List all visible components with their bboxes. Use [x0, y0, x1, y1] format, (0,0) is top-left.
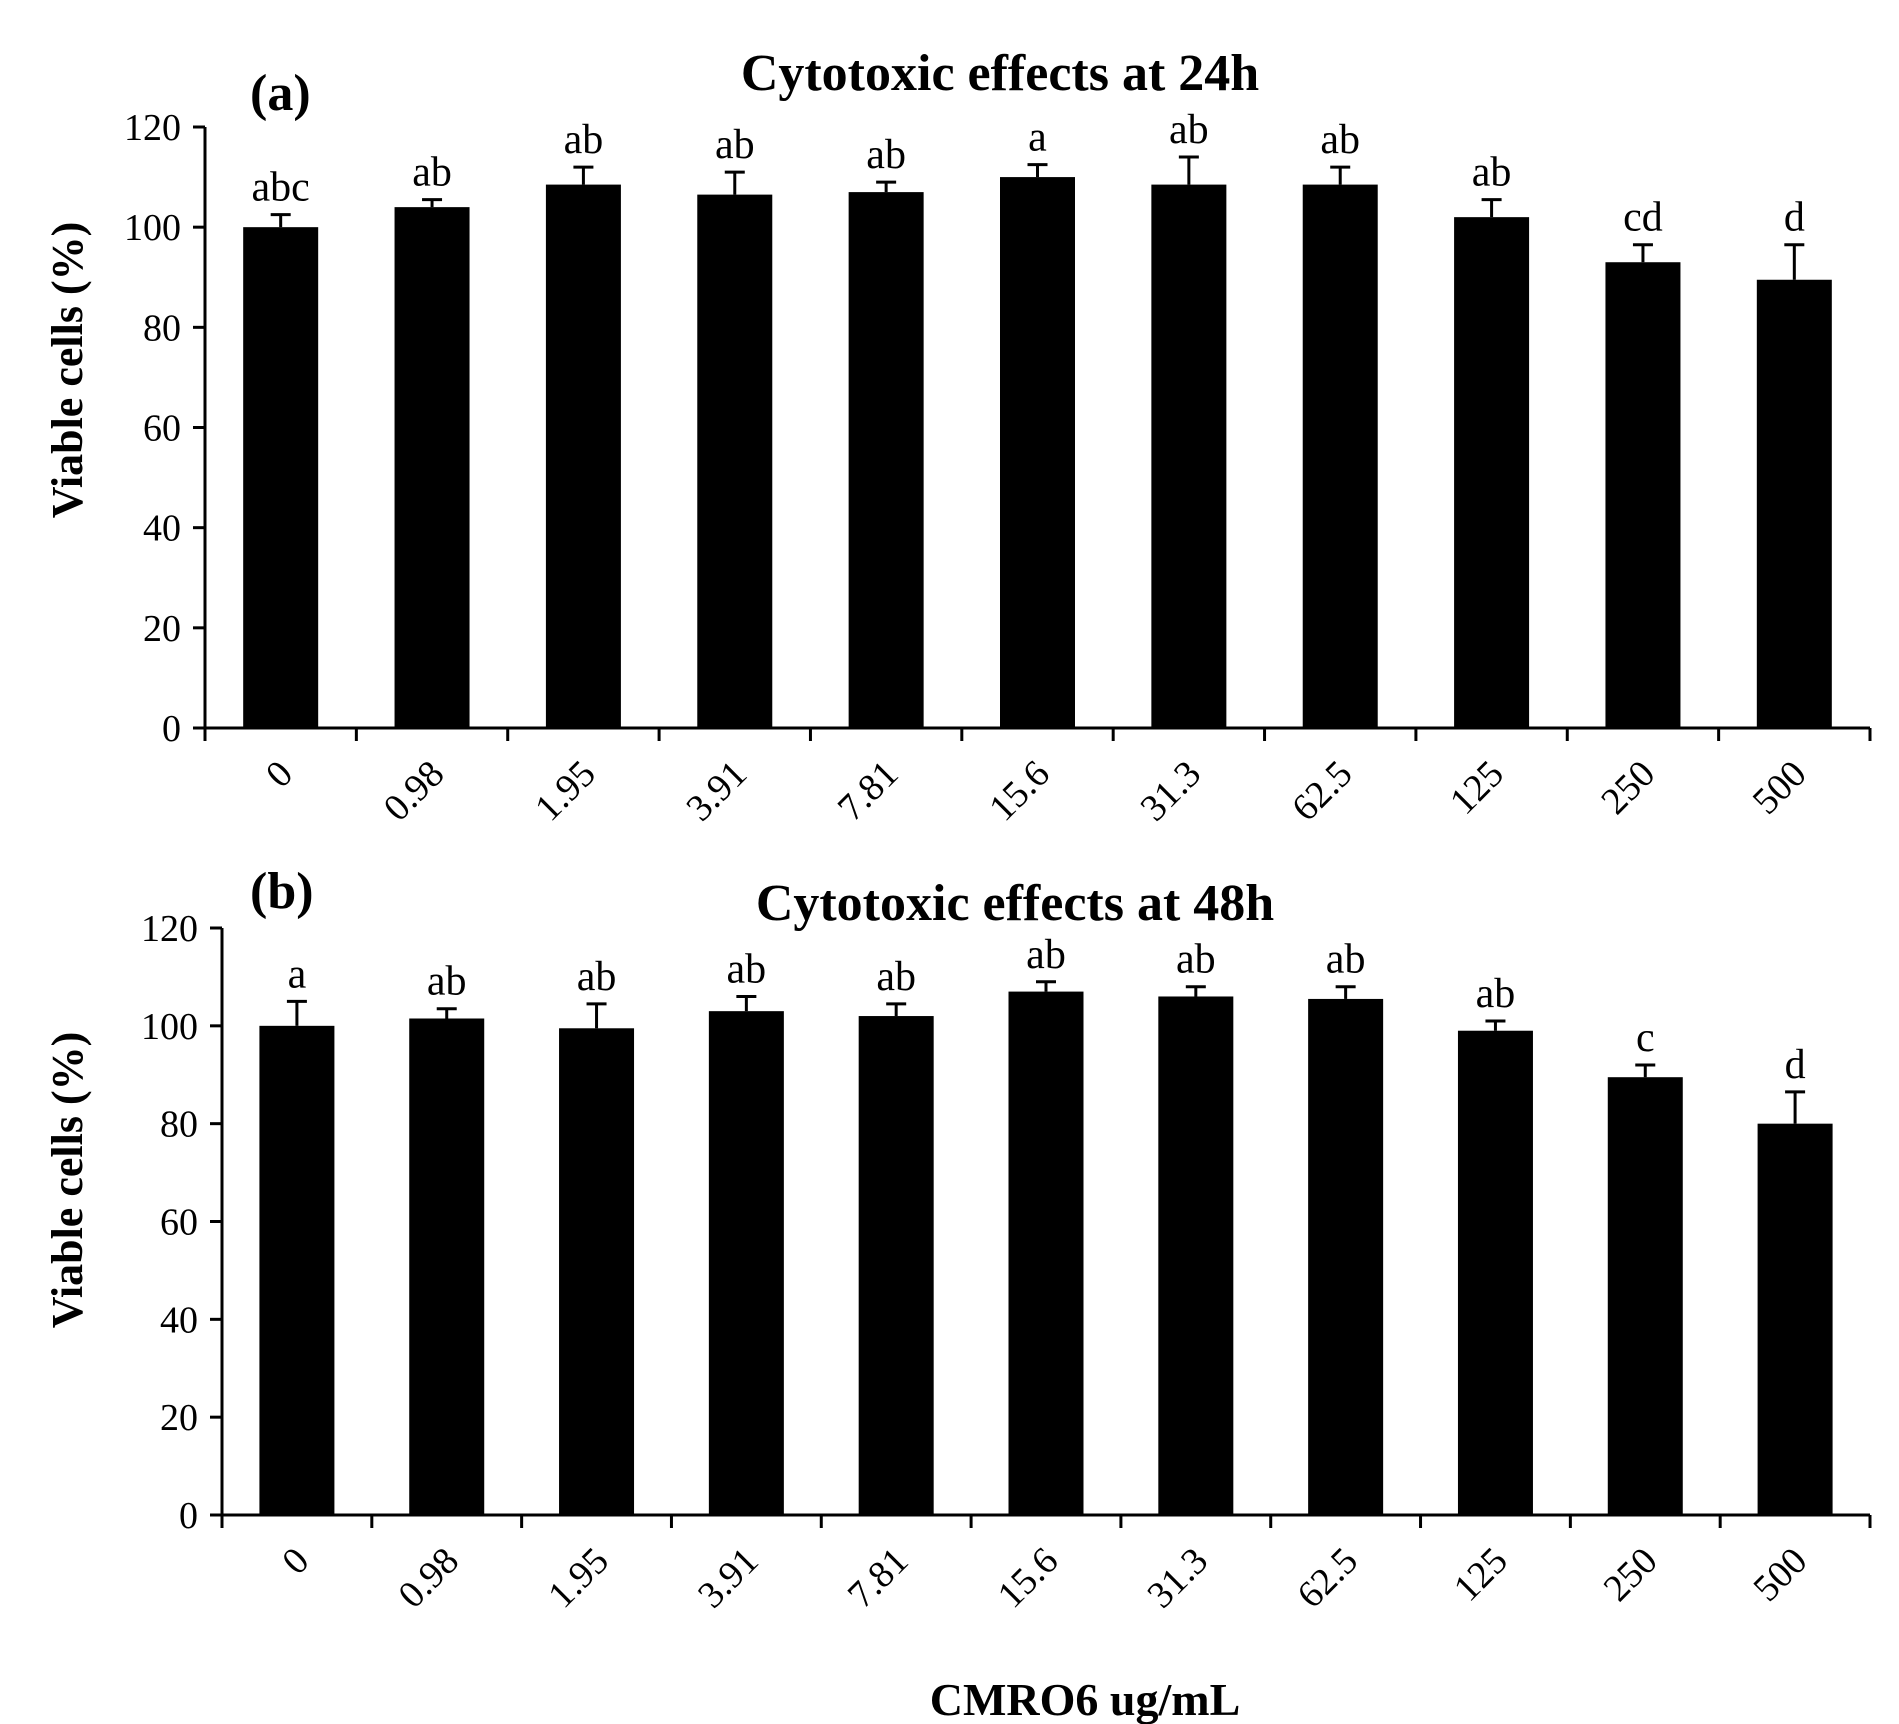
panel-a-y-tick-label: 0: [162, 708, 181, 750]
panel-a-bar-9: [1605, 262, 1681, 728]
panel-b-significance-label-3: ab: [727, 946, 767, 992]
panel-b-bar-5: [1008, 991, 1084, 1515]
panel-b-x-tick-label-2: 1.95: [540, 1540, 617, 1617]
panel-b-y-tick-label: 100: [141, 1006, 198, 1048]
panel-b-y-tick-label: 60: [160, 1202, 198, 1244]
panel-b-plot: 0 20 40 60 80 100 120 a 0 ab 0.98 ab 1.95 ab 3.91 ab 7.8…: [141, 908, 1872, 1617]
panel-a-y-tick-label: 40: [143, 508, 181, 550]
panel-b-significance-label-4: ab: [876, 954, 916, 1000]
panel-a-x-tick-label-2: 1.95: [527, 753, 604, 830]
panel-b-bar-8: [1457, 1030, 1533, 1515]
panel-b-bar-2: [559, 1028, 635, 1515]
panel-a-bar-8: [1454, 217, 1530, 728]
panel-a-plot: 0 20 40 60 80 100 120 abc 0 ab 0.98 ab 1.95 ab 3.91 ab 7…: [124, 107, 1872, 830]
panel-a-bar-7: [1302, 184, 1378, 729]
panel-b-bar-6: [1158, 996, 1234, 1515]
panel-a-significance-label-0: abc: [252, 165, 310, 211]
panel-a-significance-label-4: ab: [866, 132, 906, 178]
panel-a-significance-label-5: a: [1028, 115, 1047, 161]
panel-a-significance-label-8: ab: [1472, 150, 1512, 196]
panel-a-significance-label-6: ab: [1169, 107, 1209, 153]
chart-panel-a: (a) Cytotoxic effects at 24h Viable cell…: [43, 45, 1872, 830]
panel-a-significance-label-2: ab: [564, 117, 604, 163]
panel-a-bar-3: [697, 194, 773, 729]
panel-b-significance-label-5: ab: [1026, 932, 1066, 978]
panel-b-y-tick-label: 20: [160, 1397, 198, 1439]
panel-a-x-tick-label-10: 500: [1745, 753, 1815, 823]
panel-b-bar-0: [259, 1025, 335, 1515]
panel-a-x-tick-label-7: 62.5: [1284, 753, 1361, 830]
panel-b-x-tick-label-8: 125: [1446, 1540, 1516, 1610]
panel-b-significance-label-0: a: [288, 951, 307, 997]
panel-a-x-tick-label-3: 3.91: [678, 753, 755, 830]
panel-a-y-tick-label: 60: [143, 408, 181, 450]
panel-a-bar-6: [1151, 184, 1227, 729]
panel-b-bar-9: [1607, 1077, 1683, 1515]
panel-a-tag: (a): [250, 65, 311, 122]
panel-b-x-tick-label-9: 250: [1596, 1540, 1666, 1610]
panel-b-bar-4: [858, 1016, 934, 1515]
panel-b-bar-7: [1308, 998, 1384, 1515]
panel-b-y-tick-label: 0: [179, 1495, 198, 1537]
panel-b-title: Cytotoxic effects at 48h: [756, 875, 1274, 932]
panel-b-significance-label-6: ab: [1176, 937, 1216, 983]
panel-a-x-tick-label-5: 15.6: [981, 753, 1058, 830]
panel-a-bar-4: [848, 192, 924, 728]
panel-a-bar-1: [394, 207, 470, 729]
panel-b-y-axis-label: Viable cells (%): [43, 1032, 92, 1329]
panel-a-x-tick-label-4: 7.81: [830, 753, 907, 830]
panel-a-significance-label-10: d: [1784, 195, 1805, 241]
panel-a-significance-label-3: ab: [715, 122, 755, 168]
panel-b-x-tick-label-7: 62.5: [1289, 1540, 1366, 1617]
panel-b-significance-label-2: ab: [577, 954, 617, 1000]
panel-a-significance-label-9: cd: [1623, 195, 1663, 241]
panel-a-y-tick-label: 120: [124, 107, 181, 149]
panel-b-x-tick-label-1: 0.98: [390, 1540, 467, 1617]
panel-a-significance-label-7: ab: [1320, 117, 1360, 163]
panel-b-significance-label-7: ab: [1326, 937, 1366, 983]
panel-b-significance-label-10: d: [1785, 1042, 1806, 1088]
panel-b-x-axis-label: CMRO6 ug/mL: [930, 1674, 1241, 1724]
panel-b-x-tick-label-0: 0: [274, 1540, 317, 1583]
chart-panel-b: (b) Cytotoxic effects at 48h Viable cell…: [43, 863, 1872, 1724]
panel-a-bar-5: [1000, 177, 1075, 729]
panel-b-bar-3: [708, 1011, 784, 1515]
panel-b-x-tick-label-4: 7.81: [840, 1540, 917, 1617]
panel-b-bar-10: [1757, 1123, 1833, 1515]
panel-a-bar-10: [1756, 279, 1832, 728]
panel-a-x-tick-label-8: 125: [1442, 753, 1512, 823]
panel-a-y-axis-label: Viable cells (%): [43, 222, 92, 519]
panel-b-bar-1: [409, 1018, 485, 1515]
panel-b-x-tick-label-3: 3.91: [690, 1540, 767, 1617]
panel-a-y-tick-label: 80: [143, 307, 181, 349]
panel-b-y-tick-label: 40: [160, 1299, 198, 1341]
panel-a-y-tick-label: 20: [143, 608, 181, 650]
panel-a-x-tick-label-1: 0.98: [376, 753, 453, 830]
panel-a-x-tick-label-0: 0: [258, 753, 301, 796]
panel-b-x-tick-label-5: 15.6: [990, 1540, 1067, 1617]
panel-b-y-tick-label: 120: [141, 908, 198, 950]
panel-a-bar-2: [545, 184, 621, 729]
panel-b-y-tick-label: 80: [160, 1104, 198, 1146]
panel-b-significance-label-1: ab: [427, 959, 467, 1005]
panel-a-x-tick-label-9: 250: [1593, 753, 1663, 823]
panel-b-x-tick-label-10: 500: [1745, 1540, 1815, 1610]
panel-b-x-tick-label-6: 31.3: [1139, 1540, 1216, 1617]
panel-b-tag: (b): [250, 863, 314, 920]
panel-a-significance-label-1: ab: [412, 150, 452, 196]
panel-a-y-tick-label: 100: [124, 207, 181, 249]
panel-a-bar-0: [243, 227, 319, 728]
panel-b-significance-label-9: c: [1636, 1015, 1655, 1061]
panel-a-x-tick-label-6: 31.3: [1133, 753, 1210, 830]
panel-b-significance-label-8: ab: [1476, 971, 1516, 1017]
panel-a-title: Cytotoxic effects at 24h: [741, 45, 1259, 102]
